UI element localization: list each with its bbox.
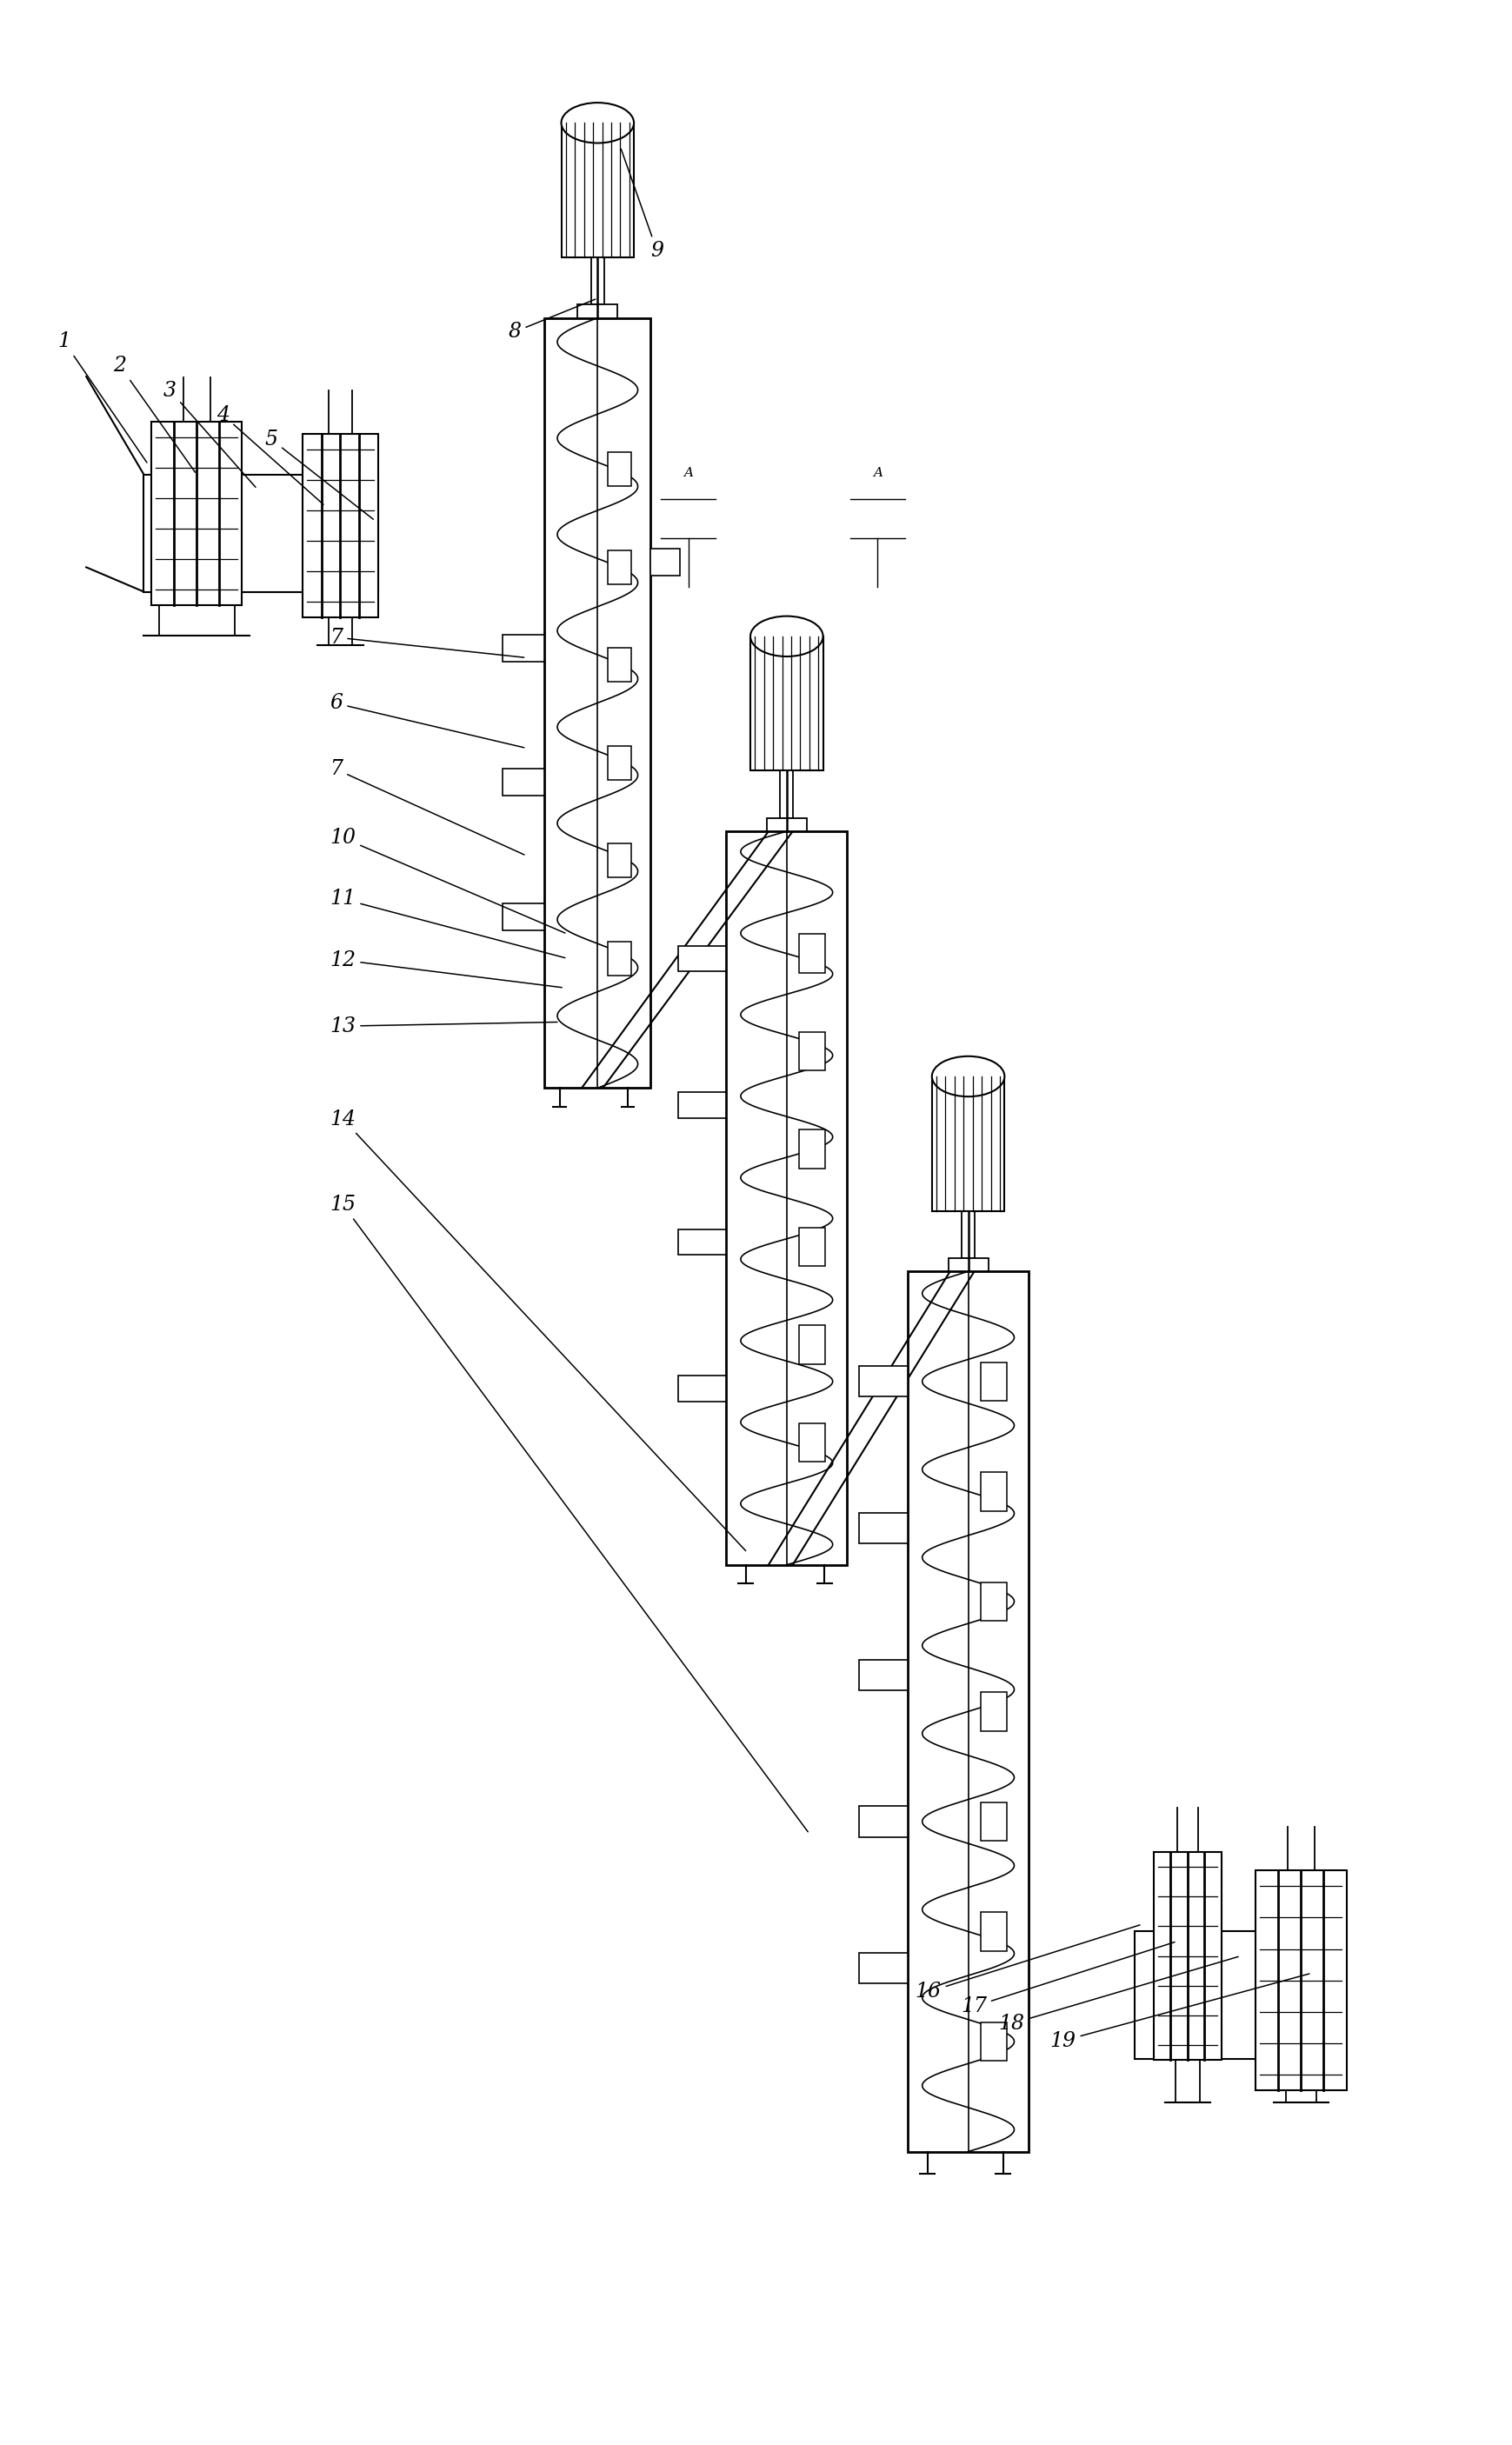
Bar xyxy=(859,1954,907,1983)
Text: 5: 5 xyxy=(265,430,373,518)
Bar xyxy=(1255,1870,1346,2090)
Bar xyxy=(750,636,823,770)
Bar xyxy=(677,1377,726,1401)
Text: 15: 15 xyxy=(330,1196,807,1831)
Bar xyxy=(859,1807,907,1836)
Text: 17: 17 xyxy=(960,1941,1173,2017)
Bar xyxy=(1134,1932,1331,2059)
Bar xyxy=(859,1367,907,1396)
Text: 7: 7 xyxy=(330,628,523,658)
Text: 2: 2 xyxy=(113,357,195,472)
Text: 3: 3 xyxy=(163,381,256,487)
Bar xyxy=(608,844,631,878)
Bar xyxy=(591,257,603,303)
Text: A: A xyxy=(683,467,692,479)
Bar xyxy=(608,648,631,682)
Text: A: A xyxy=(872,467,881,479)
Bar xyxy=(798,1227,826,1267)
Text: 18: 18 xyxy=(998,1956,1237,2034)
Bar xyxy=(798,1032,826,1071)
Bar xyxy=(608,550,631,584)
Bar xyxy=(859,1513,907,1543)
Bar xyxy=(151,421,242,604)
Bar xyxy=(962,1210,974,1257)
Text: 12: 12 xyxy=(330,951,561,988)
Bar xyxy=(650,548,680,577)
Bar xyxy=(798,934,826,973)
Bar xyxy=(502,768,544,797)
Bar xyxy=(780,770,792,817)
Text: 9: 9 xyxy=(621,149,664,262)
Bar xyxy=(948,1257,987,1271)
Text: 7: 7 xyxy=(330,760,525,856)
Text: 13: 13 xyxy=(330,1017,556,1037)
Bar xyxy=(726,831,847,1565)
Bar xyxy=(677,1230,726,1254)
Bar xyxy=(980,1582,1007,1621)
Bar xyxy=(767,817,806,831)
Bar xyxy=(980,1362,1007,1401)
Text: 16: 16 xyxy=(915,1924,1139,2002)
Text: 4: 4 xyxy=(216,406,324,504)
Bar xyxy=(798,1130,826,1169)
Ellipse shape xyxy=(561,103,634,142)
Text: 19: 19 xyxy=(1049,1973,1308,2051)
Bar xyxy=(677,946,726,971)
Bar xyxy=(302,435,378,616)
Bar xyxy=(578,303,617,318)
Text: 11: 11 xyxy=(330,890,564,958)
Text: 14: 14 xyxy=(330,1110,745,1550)
Bar xyxy=(608,941,631,976)
Bar xyxy=(907,1271,1028,2152)
Bar xyxy=(980,1912,1007,1951)
Bar xyxy=(798,1325,826,1364)
Bar xyxy=(980,1802,1007,1841)
Bar xyxy=(1154,1853,1222,2059)
Ellipse shape xyxy=(750,616,823,655)
Text: 10: 10 xyxy=(330,829,565,934)
Text: 6: 6 xyxy=(330,694,523,748)
Bar xyxy=(980,1472,1007,1511)
Bar xyxy=(931,1076,1004,1210)
Bar xyxy=(980,2022,1007,2061)
Bar xyxy=(502,633,544,663)
Bar xyxy=(677,1093,726,1117)
Bar xyxy=(544,318,650,1088)
Bar xyxy=(144,474,378,592)
Bar xyxy=(608,746,631,780)
Bar xyxy=(798,1423,826,1462)
Bar xyxy=(561,122,634,257)
Text: 8: 8 xyxy=(508,298,596,342)
Text: 1: 1 xyxy=(57,333,147,462)
Bar xyxy=(608,452,631,487)
Bar xyxy=(980,1692,1007,1731)
Ellipse shape xyxy=(931,1056,1004,1095)
Bar xyxy=(502,902,544,932)
Bar xyxy=(859,1660,907,1689)
